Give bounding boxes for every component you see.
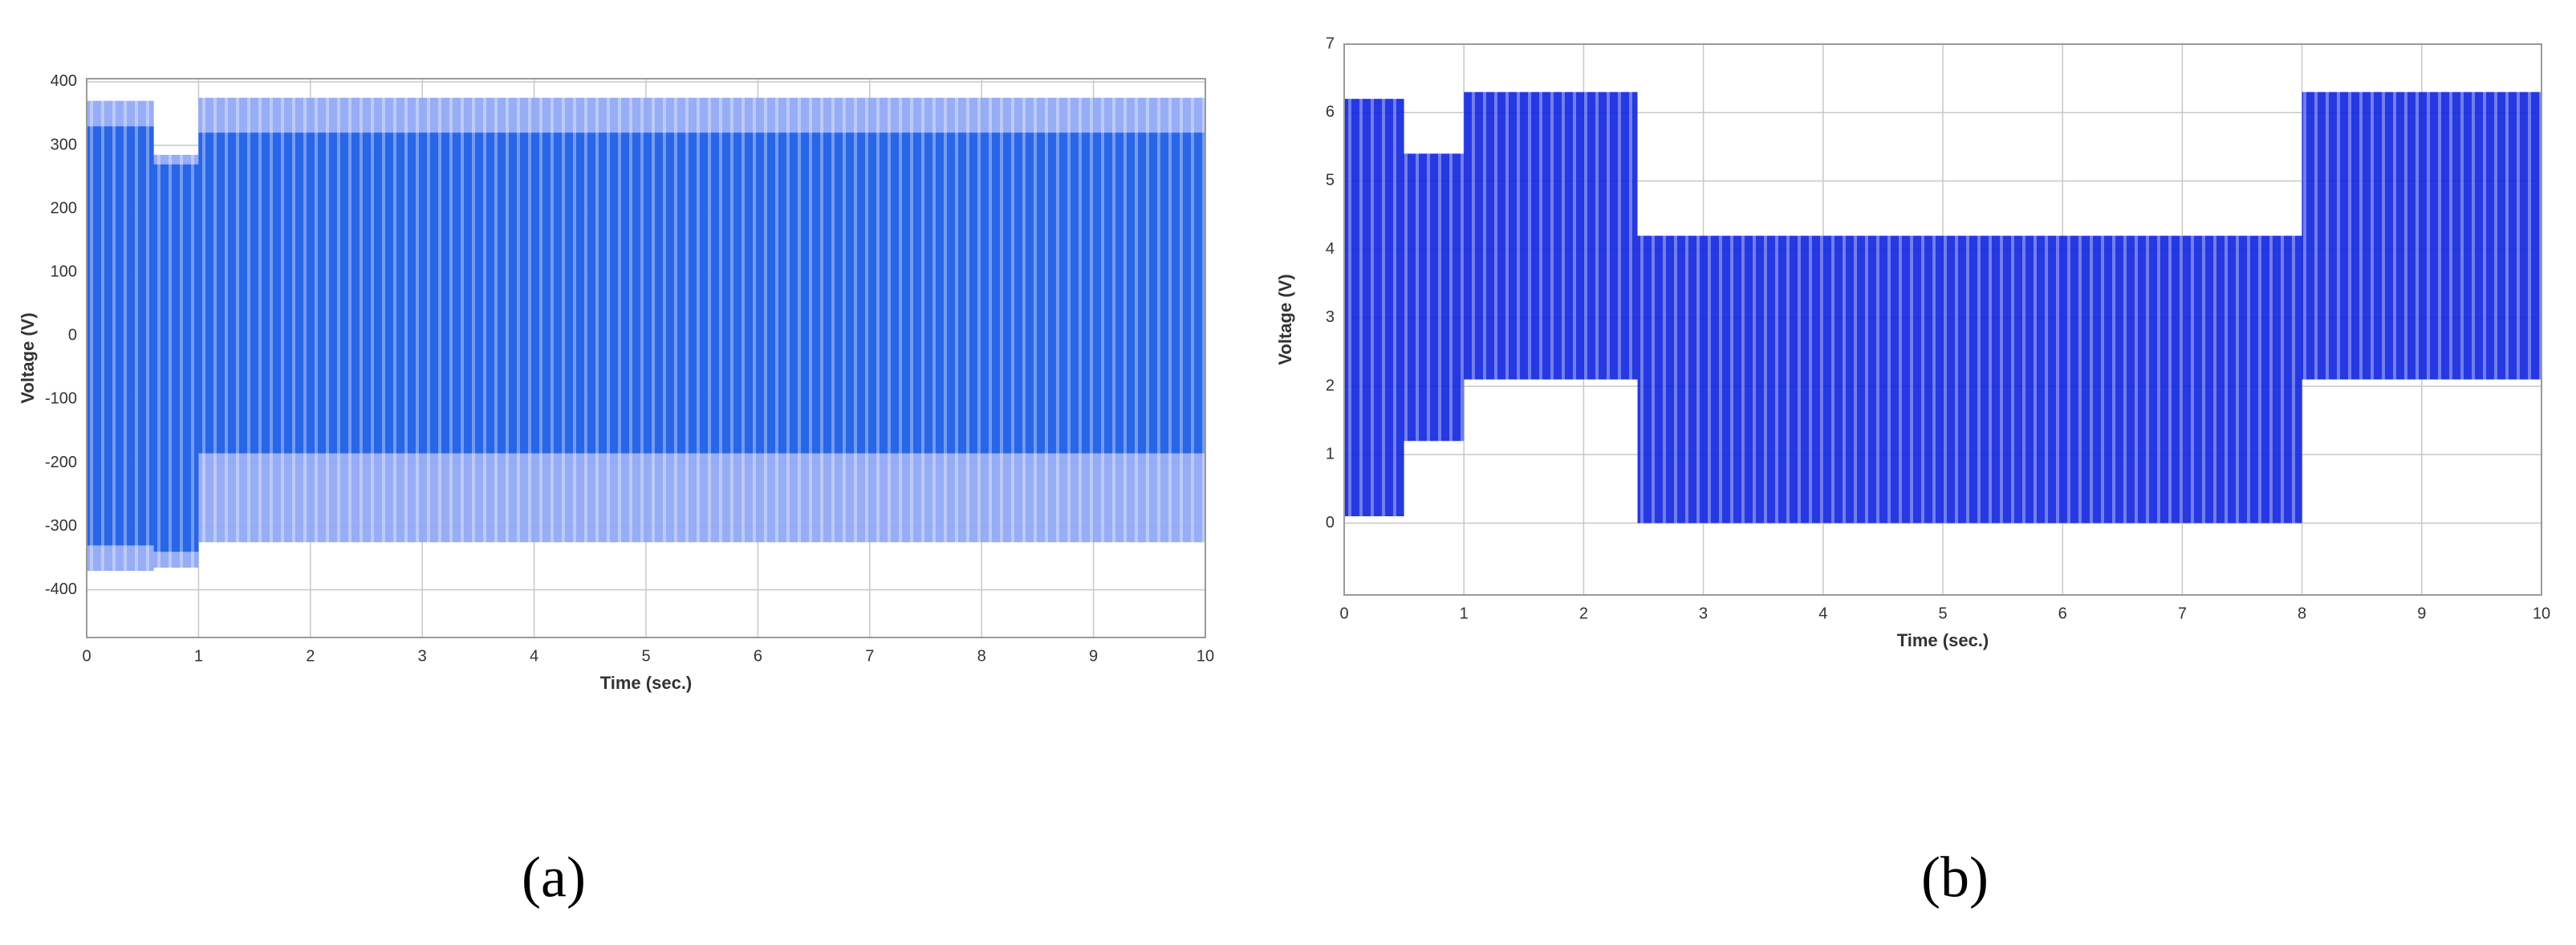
y-tick-label: 3 — [1326, 308, 1335, 326]
y-tick-label: 0 — [1326, 514, 1335, 532]
chart-panel: -400 -300 -200 -100 0 100 200 300 400 0 1 2 3 4 5 6 7 8 9 1… — [18, 72, 1214, 909]
x-tick-label: 9 — [1089, 647, 1098, 665]
y-axis-label: Voltage (V) — [18, 312, 38, 403]
y-tick-label: -200 — [45, 454, 77, 471]
x-tick-label: 8 — [977, 647, 986, 665]
panel-label: (a) — [522, 845, 586, 910]
x-tick-label: 7 — [2178, 605, 2187, 622]
x-tick-label: 4 — [1818, 605, 1827, 622]
x-tick-label: 4 — [530, 647, 538, 665]
y-tick-label: 6 — [1326, 103, 1335, 120]
x-tick-label: 5 — [1938, 605, 1947, 622]
y-tick-label: -100 — [45, 390, 77, 408]
y-tick-label: 100 — [51, 263, 77, 281]
y-tick-label: 7 — [1326, 35, 1335, 52]
y-tick-label: 4 — [1326, 240, 1335, 258]
y-tick-label: 300 — [51, 136, 77, 153]
x-axis-label: Time (sec.) — [1897, 630, 1989, 650]
plot-frame — [1343, 43, 2542, 596]
x-tick-label: 2 — [306, 647, 315, 665]
plot-frame — [86, 78, 1206, 638]
signal-envelope — [1344, 92, 2541, 523]
signal-envelope — [87, 126, 1205, 552]
y-tick-label: 1 — [1326, 446, 1335, 463]
x-tick-label: 6 — [2058, 605, 2067, 622]
panel-label: (b) — [1921, 845, 1989, 910]
x-tick-label: 1 — [194, 647, 203, 665]
y-tick-label: 400 — [51, 72, 77, 90]
x-tick-label: 8 — [2298, 605, 2306, 622]
x-tick-label: 1 — [1460, 605, 1469, 622]
x-tick-label: 0 — [1339, 605, 1348, 622]
x-tick-label: 9 — [2417, 605, 2426, 622]
y-tick-label: 5 — [1326, 172, 1335, 189]
y-axis-label: Voltage (V) — [1275, 274, 1295, 365]
x-axis-label: Time (sec.) — [600, 673, 693, 693]
y-tick-label: 2 — [1326, 377, 1335, 394]
x-tick-label: 7 — [865, 647, 874, 665]
x-tick-label: 3 — [418, 647, 427, 665]
y-tick-label: 0 — [68, 327, 77, 344]
y-tick-label: 200 — [51, 199, 77, 217]
x-tick-label: 10 — [1197, 647, 1214, 665]
x-tick-label: 10 — [2533, 605, 2550, 622]
x-tick-label: 3 — [1699, 605, 1708, 622]
x-tick-label: 2 — [1579, 605, 1588, 622]
chart-panel: 0 1 2 3 4 5 6 7 0 1 2 3 4 5 6 7 8 9 10 Time (sec.) Voltage (… — [1275, 35, 2550, 909]
x-tick-label: 0 — [82, 647, 91, 665]
x-tick-label: 6 — [754, 647, 762, 665]
y-tick-label: -400 — [45, 580, 77, 598]
x-tick-label: 5 — [641, 647, 650, 665]
y-tick-label: -300 — [45, 517, 77, 535]
